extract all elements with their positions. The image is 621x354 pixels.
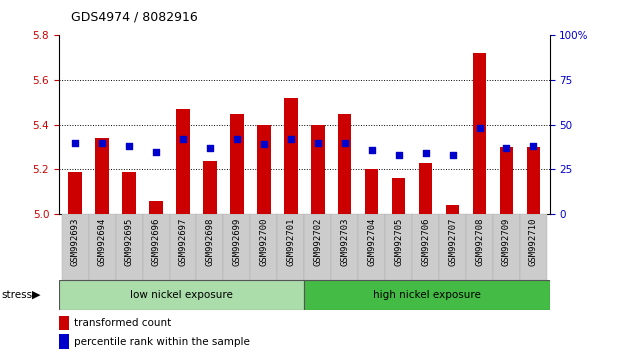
- Bar: [439, 214, 466, 280]
- Point: [259, 142, 269, 147]
- Point: [528, 143, 538, 149]
- Text: GSM992699: GSM992699: [232, 217, 242, 266]
- Bar: [96, 138, 109, 214]
- Bar: [493, 214, 520, 280]
- Text: low nickel exposure: low nickel exposure: [130, 290, 233, 300]
- Text: GSM992694: GSM992694: [97, 217, 107, 266]
- Bar: [59, 280, 304, 310]
- Text: GSM992697: GSM992697: [178, 217, 188, 266]
- Point: [205, 145, 215, 151]
- Text: GSM992705: GSM992705: [394, 217, 403, 266]
- Text: GSM992709: GSM992709: [502, 217, 511, 266]
- Bar: [500, 147, 513, 214]
- Text: GSM992706: GSM992706: [421, 217, 430, 266]
- Bar: [59, 316, 70, 330]
- Bar: [419, 163, 432, 214]
- Text: GSM992708: GSM992708: [475, 217, 484, 266]
- Text: GSM992698: GSM992698: [206, 217, 214, 266]
- Point: [474, 126, 484, 131]
- Text: GSM992707: GSM992707: [448, 217, 457, 266]
- Bar: [170, 214, 196, 280]
- Text: percentile rank within the sample: percentile rank within the sample: [74, 337, 250, 347]
- Point: [70, 140, 80, 145]
- Bar: [68, 172, 82, 214]
- Bar: [230, 114, 243, 214]
- Bar: [143, 214, 170, 280]
- Point: [232, 136, 242, 142]
- Bar: [358, 214, 385, 280]
- Text: GSM992695: GSM992695: [125, 217, 134, 266]
- Bar: [304, 280, 550, 310]
- Bar: [385, 214, 412, 280]
- Bar: [149, 201, 163, 214]
- Bar: [392, 178, 406, 214]
- Bar: [365, 170, 378, 214]
- Bar: [224, 214, 250, 280]
- Bar: [196, 214, 224, 280]
- Bar: [89, 214, 116, 280]
- Point: [313, 140, 323, 145]
- Bar: [520, 214, 547, 280]
- Text: GSM992696: GSM992696: [152, 217, 161, 266]
- Bar: [278, 214, 304, 280]
- Text: GSM992703: GSM992703: [340, 217, 349, 266]
- Text: GSM992704: GSM992704: [367, 217, 376, 266]
- Bar: [311, 125, 325, 214]
- Text: GSM992702: GSM992702: [313, 217, 322, 266]
- Bar: [473, 53, 486, 214]
- Text: stress: stress: [1, 290, 32, 300]
- Bar: [59, 335, 70, 349]
- Text: GSM992693: GSM992693: [71, 217, 79, 266]
- Bar: [446, 205, 460, 214]
- Point: [151, 149, 161, 154]
- Text: ▶: ▶: [32, 290, 41, 300]
- Text: GDS4974 / 8082916: GDS4974 / 8082916: [71, 11, 198, 24]
- Point: [420, 150, 430, 156]
- Point: [178, 136, 188, 142]
- Point: [340, 140, 350, 145]
- Text: high nickel exposure: high nickel exposure: [373, 290, 481, 300]
- Text: GSM992700: GSM992700: [260, 217, 268, 266]
- Point: [286, 136, 296, 142]
- Point: [124, 143, 134, 149]
- Bar: [61, 214, 89, 280]
- Bar: [122, 172, 136, 214]
- Bar: [338, 114, 351, 214]
- Text: transformed count: transformed count: [74, 318, 171, 328]
- Point: [448, 152, 458, 158]
- Bar: [116, 214, 143, 280]
- Bar: [176, 109, 190, 214]
- Bar: [304, 214, 331, 280]
- Bar: [331, 214, 358, 280]
- Bar: [250, 214, 278, 280]
- Point: [502, 145, 512, 151]
- Point: [394, 152, 404, 158]
- Bar: [203, 160, 217, 214]
- Point: [367, 147, 377, 153]
- Point: [97, 140, 107, 145]
- Bar: [466, 214, 493, 280]
- Text: GSM992710: GSM992710: [529, 217, 538, 266]
- Bar: [412, 214, 439, 280]
- Bar: [257, 125, 271, 214]
- Text: GSM992701: GSM992701: [286, 217, 296, 266]
- Bar: [284, 98, 297, 214]
- Bar: [527, 147, 540, 214]
